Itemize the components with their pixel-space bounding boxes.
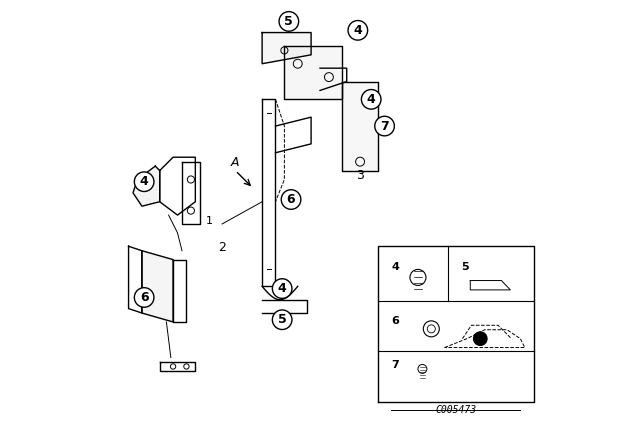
Text: 2: 2 — [218, 241, 226, 254]
Polygon shape — [284, 46, 342, 99]
Circle shape — [273, 310, 292, 330]
Circle shape — [134, 288, 154, 307]
Text: 7: 7 — [391, 360, 399, 370]
Circle shape — [134, 172, 154, 191]
Text: 5: 5 — [461, 262, 469, 271]
Text: 6: 6 — [140, 291, 148, 304]
Circle shape — [273, 279, 292, 298]
Text: 4: 4 — [278, 282, 287, 295]
Circle shape — [281, 190, 301, 209]
Circle shape — [279, 12, 299, 31]
Text: 5: 5 — [284, 15, 293, 28]
Text: 7: 7 — [380, 120, 389, 133]
Text: 6: 6 — [287, 193, 296, 206]
Text: 3: 3 — [356, 169, 364, 182]
Polygon shape — [133, 166, 160, 206]
Circle shape — [375, 116, 394, 136]
Circle shape — [348, 21, 367, 40]
Text: A: A — [231, 156, 239, 169]
Text: 4: 4 — [391, 262, 399, 271]
Circle shape — [362, 90, 381, 109]
Text: 4: 4 — [140, 175, 148, 188]
Text: C005473: C005473 — [435, 405, 476, 415]
Text: 5: 5 — [278, 313, 287, 326]
Text: 4: 4 — [353, 24, 362, 37]
Text: 4: 4 — [367, 93, 376, 106]
Text: 6: 6 — [391, 316, 399, 326]
Circle shape — [474, 332, 487, 345]
Polygon shape — [142, 251, 173, 322]
Polygon shape — [342, 82, 378, 171]
Text: 1: 1 — [206, 216, 213, 226]
Polygon shape — [262, 33, 311, 64]
